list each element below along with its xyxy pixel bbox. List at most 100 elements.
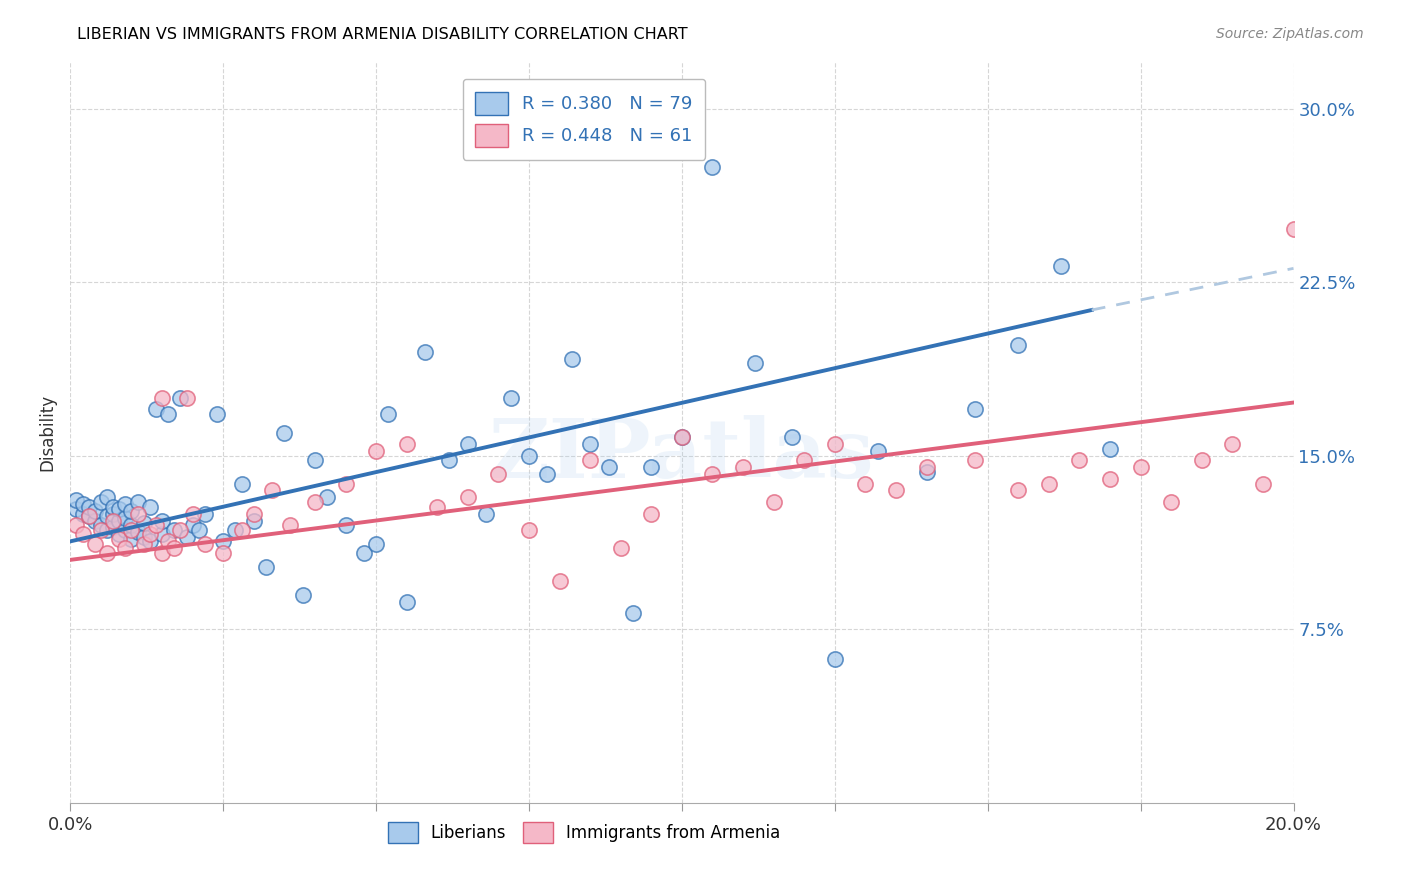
Point xyxy=(579,437,602,451)
Point xyxy=(114,511,136,525)
Point xyxy=(366,444,388,458)
Point xyxy=(548,574,571,588)
Point xyxy=(793,453,815,467)
Point xyxy=(335,476,357,491)
Point xyxy=(181,518,204,533)
Point xyxy=(536,467,558,482)
Point xyxy=(610,541,633,556)
Point xyxy=(366,536,388,550)
Point xyxy=(127,495,149,509)
Point xyxy=(176,391,198,405)
Point xyxy=(96,523,118,537)
Point xyxy=(231,476,253,491)
Point xyxy=(83,536,105,550)
Point xyxy=(224,523,246,537)
Point xyxy=(163,523,186,537)
Point xyxy=(176,530,198,544)
Point xyxy=(915,465,938,479)
Point xyxy=(884,483,907,498)
Point xyxy=(262,483,284,498)
Point xyxy=(1007,483,1029,498)
Point xyxy=(212,534,235,549)
Point xyxy=(157,407,180,421)
Point xyxy=(101,520,124,534)
Point xyxy=(335,518,357,533)
Point xyxy=(127,507,149,521)
Point xyxy=(150,391,173,405)
Point xyxy=(780,430,803,444)
Point xyxy=(243,507,266,521)
Point xyxy=(824,437,846,451)
Point xyxy=(150,527,173,541)
Point xyxy=(108,514,131,528)
Point xyxy=(965,453,987,467)
Point xyxy=(671,430,693,444)
Point xyxy=(145,518,167,533)
Point xyxy=(744,356,766,370)
Point xyxy=(163,541,186,556)
Point xyxy=(132,530,155,544)
Point xyxy=(72,497,94,511)
Point xyxy=(96,491,118,505)
Point xyxy=(194,536,217,550)
Point xyxy=(621,606,644,620)
Point xyxy=(457,491,479,505)
Point xyxy=(114,523,136,537)
Point xyxy=(457,437,479,451)
Point xyxy=(194,507,217,521)
Point xyxy=(866,444,889,458)
Point xyxy=(1007,337,1029,351)
Point xyxy=(733,460,755,475)
Point xyxy=(517,523,540,537)
Point xyxy=(1038,476,1060,491)
Point xyxy=(90,518,112,533)
Point xyxy=(121,532,143,546)
Point xyxy=(231,523,253,537)
Point xyxy=(65,518,87,533)
Point xyxy=(1069,453,1091,467)
Point xyxy=(101,514,124,528)
Point xyxy=(90,495,112,509)
Point xyxy=(139,527,162,541)
Point xyxy=(291,588,314,602)
Point xyxy=(181,507,204,521)
Point xyxy=(101,507,124,521)
Point xyxy=(121,504,143,518)
Point xyxy=(157,534,180,549)
Point xyxy=(187,523,209,537)
Point xyxy=(72,527,94,541)
Point xyxy=(150,514,173,528)
Point xyxy=(640,460,662,475)
Point xyxy=(855,476,877,491)
Point xyxy=(108,527,131,541)
Point xyxy=(273,425,295,440)
Point xyxy=(488,467,510,482)
Point xyxy=(824,652,846,666)
Point xyxy=(915,460,938,475)
Point xyxy=(169,391,191,405)
Point xyxy=(517,449,540,463)
Point xyxy=(90,523,112,537)
Text: LIBERIAN VS IMMIGRANTS FROM ARMENIA DISABILITY CORRELATION CHART: LIBERIAN VS IMMIGRANTS FROM ARMENIA DISA… xyxy=(77,27,688,42)
Point xyxy=(72,507,94,521)
Point xyxy=(413,344,436,359)
Point xyxy=(77,508,100,523)
Point xyxy=(702,467,724,482)
Point xyxy=(108,502,131,516)
Point xyxy=(1099,472,1122,486)
Point xyxy=(426,500,449,514)
Point xyxy=(1050,259,1073,273)
Point xyxy=(132,536,155,550)
Y-axis label: Disability: Disability xyxy=(38,394,56,471)
Point xyxy=(598,460,620,475)
Point xyxy=(304,453,326,467)
Point xyxy=(77,500,100,514)
Point xyxy=(96,546,118,560)
Point xyxy=(127,525,149,540)
Point xyxy=(121,518,143,533)
Point xyxy=(121,523,143,537)
Point xyxy=(114,541,136,556)
Legend: Liberians, Immigrants from Armenia: Liberians, Immigrants from Armenia xyxy=(381,815,787,850)
Point xyxy=(65,492,87,507)
Point xyxy=(77,508,100,523)
